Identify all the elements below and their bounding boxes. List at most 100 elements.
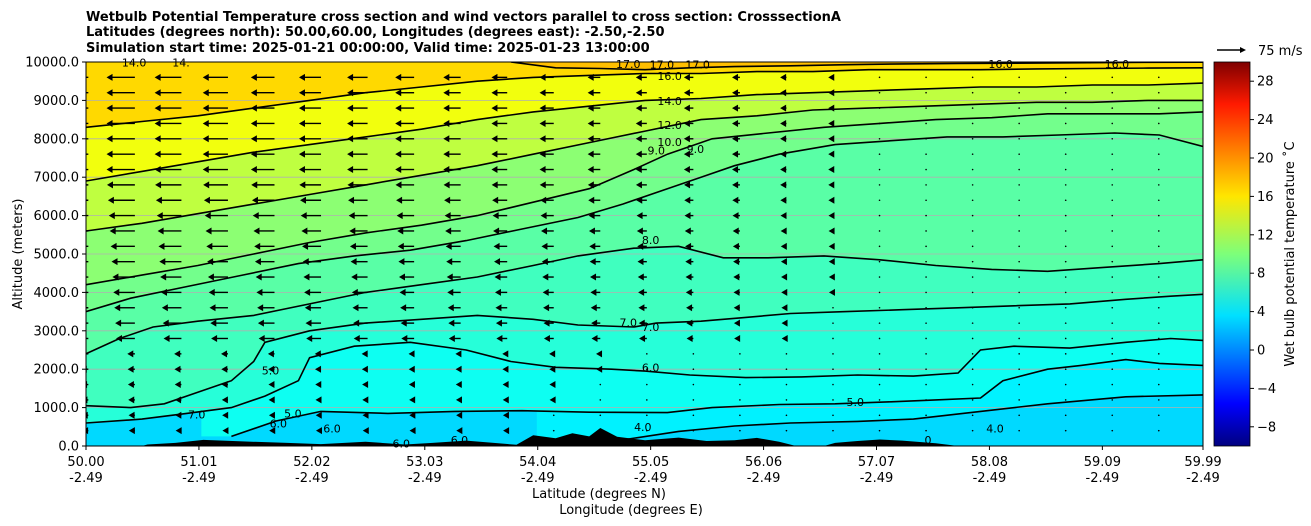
wind-vector <box>732 89 740 97</box>
wind-vector <box>315 365 322 373</box>
wind-vector <box>353 334 368 342</box>
wind-vector <box>395 135 415 143</box>
wind-vector <box>408 365 415 373</box>
wind-vector <box>638 319 647 327</box>
contour-label: 7.0 <box>642 321 660 334</box>
wind-vector <box>739 368 741 371</box>
wind-vector <box>350 258 368 266</box>
wind-vector <box>780 89 787 97</box>
wind-vector <box>684 212 694 220</box>
contour-label: 12.0 <box>657 119 682 132</box>
wind-vector <box>106 135 135 143</box>
wind-vector <box>206 242 228 250</box>
wind-vector <box>203 196 228 204</box>
wind-vector <box>1111 414 1114 417</box>
wind-vector <box>361 350 368 358</box>
wind-vector <box>304 304 322 312</box>
wind-vector <box>1111 322 1114 324</box>
wind-vector <box>222 411 229 419</box>
wind-vector <box>1111 276 1114 278</box>
wind-vector <box>542 273 554 281</box>
wind-vector <box>447 304 461 312</box>
wind-vector <box>549 381 556 389</box>
wind-vector <box>925 107 927 109</box>
wind-vector <box>1111 429 1114 432</box>
wind-vector <box>314 350 322 358</box>
wind-vector <box>446 273 461 281</box>
chart-title-line-1: Wetbulb Potential Temperature cross sect… <box>86 10 841 25</box>
x-tick-latitude: 59.99 <box>1184 455 1221 470</box>
wind-vector <box>971 214 974 217</box>
wind-vector <box>409 427 416 435</box>
wind-vector <box>347 104 368 112</box>
wind-vector <box>1157 76 1160 79</box>
wind-vector <box>301 227 322 235</box>
contour-label: 16.0 <box>988 58 1013 71</box>
wind-vector <box>683 150 694 158</box>
wind-vector <box>202 89 228 97</box>
wind-vector <box>1018 383 1020 386</box>
wind-vector <box>395 104 415 112</box>
wind-vector <box>361 365 368 373</box>
wind-vector <box>154 135 182 143</box>
wind-vector <box>542 288 554 296</box>
wind-vector <box>635 89 647 97</box>
y-axis-label: Altitude (meters) <box>11 199 26 310</box>
wind-vector <box>785 368 788 371</box>
wind-vector <box>401 334 415 342</box>
wind-vector <box>1018 199 1020 202</box>
wind-vector <box>409 396 416 404</box>
wind-vector <box>588 212 601 220</box>
wind-vector <box>832 429 834 432</box>
wind-vector <box>203 181 228 189</box>
wind-vector <box>828 166 835 174</box>
wind-vector <box>692 353 695 355</box>
wind-vector <box>828 73 835 81</box>
wind-vector <box>780 242 787 250</box>
wind-vector <box>202 104 228 112</box>
wind-vector <box>396 212 415 220</box>
x-tick-latitude: 52.02 <box>293 455 330 470</box>
wind-vector <box>1064 383 1067 386</box>
wind-vector <box>154 119 182 127</box>
temperature-field <box>86 62 1203 446</box>
wind-vector <box>348 212 368 220</box>
contour-label: 14.0 <box>657 95 682 108</box>
wind-vector <box>1111 76 1114 79</box>
wind-vector <box>209 304 228 312</box>
wind-vector <box>1064 91 1067 94</box>
wind-vector <box>878 230 881 232</box>
wind-vector <box>1111 184 1114 186</box>
wind-vector <box>638 288 647 296</box>
wind-vector <box>395 73 415 81</box>
contour-label: 6.0 <box>642 361 660 374</box>
wind-vector <box>494 288 508 296</box>
wind-vector <box>1111 260 1114 263</box>
wind-vector <box>491 181 508 189</box>
wind-vector <box>298 135 322 143</box>
wind-vector <box>781 304 788 312</box>
colorbar-tick-label: 28 <box>1257 75 1274 90</box>
wind-vector <box>1111 168 1114 171</box>
wind-vector <box>685 242 694 250</box>
wind-vector <box>443 104 461 112</box>
wind-vector <box>832 322 834 324</box>
wind-vector <box>692 429 695 432</box>
wind-vector <box>646 383 648 386</box>
wind-vector <box>154 89 182 97</box>
colorbar-tick-label: 8 <box>1257 267 1265 282</box>
wind-vector <box>587 181 601 189</box>
contour-label: 6.0 <box>393 438 411 451</box>
wind-vector <box>251 196 275 204</box>
contour-label: 0 <box>924 434 931 447</box>
wind-vector <box>878 383 881 386</box>
wind-vector <box>540 196 554 204</box>
wind-vector <box>492 196 508 204</box>
wind-vector <box>106 73 135 81</box>
contour-label: 5.0 <box>847 396 865 409</box>
wind-vector <box>925 138 927 140</box>
wind-vector <box>494 258 508 266</box>
wind-vector <box>455 365 462 373</box>
wind-vector <box>832 337 834 340</box>
wind-vector <box>781 334 788 342</box>
